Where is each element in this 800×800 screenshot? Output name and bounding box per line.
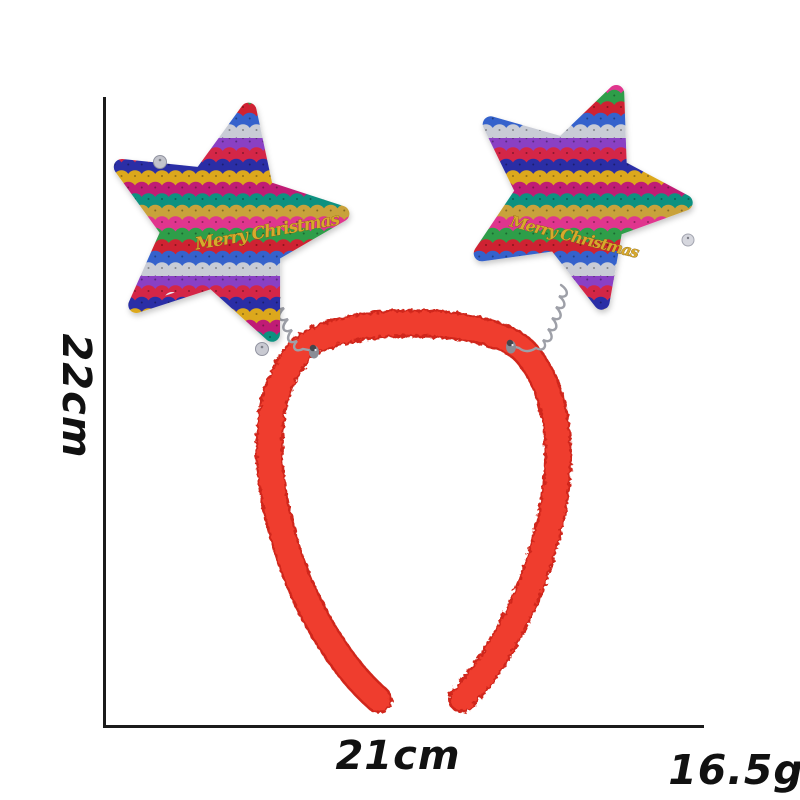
right-star (473, 85, 693, 310)
spring-bead-right (506, 339, 516, 354)
width-dimension-line (103, 725, 704, 728)
dangling-sequin-disc (681, 233, 695, 247)
height-dimension-line (103, 97, 106, 728)
spring-bead-left (309, 344, 319, 359)
dangling-sequin-disc (255, 342, 269, 356)
left-star (113, 102, 350, 342)
weight-label: 16.5g (668, 746, 800, 794)
width-label: 21cm (335, 733, 461, 779)
dangling-sequin-disc (153, 155, 167, 169)
height-label: 22cm (53, 333, 99, 459)
right-spring (510, 283, 568, 353)
headband (255, 309, 573, 713)
